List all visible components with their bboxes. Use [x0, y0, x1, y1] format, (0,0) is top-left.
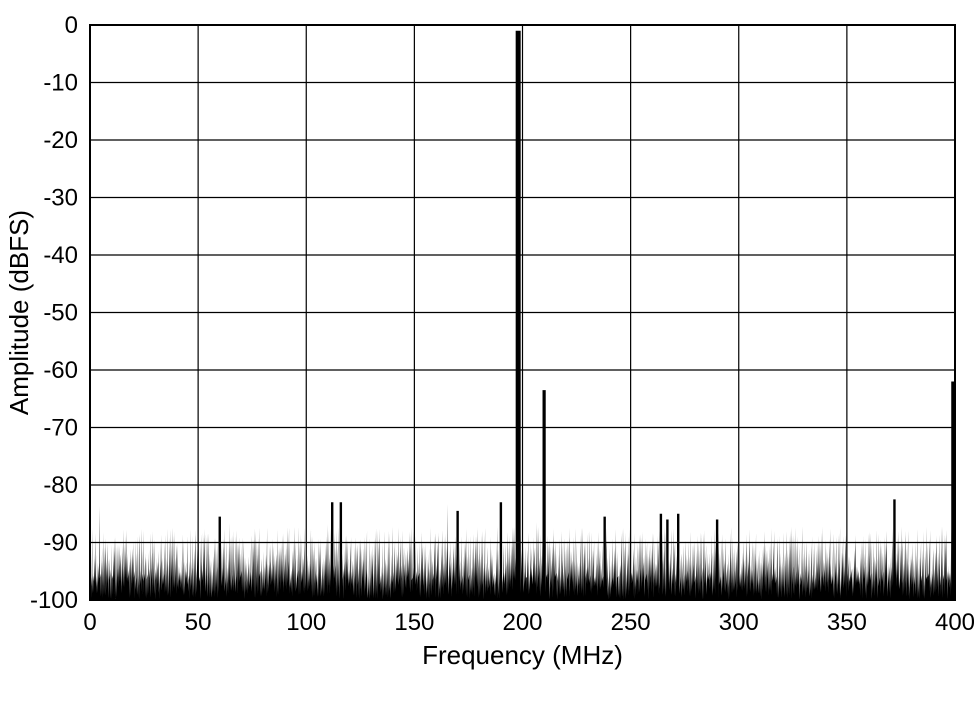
spectral-spur	[219, 517, 221, 600]
fft-spectrum-chart: 050100150200250300350400-100-90-80-70-60…	[0, 0, 974, 701]
y-tick-label: 0	[65, 12, 78, 39]
x-axis-label: Frequency (MHz)	[422, 640, 623, 670]
y-tick-label: -100	[30, 587, 78, 614]
x-tick-label: 200	[502, 609, 542, 636]
y-tick-label: -70	[43, 415, 78, 442]
spectral-spur	[716, 520, 718, 601]
x-tick-label: 50	[185, 609, 212, 636]
spectral-spur	[666, 520, 668, 601]
y-tick-label: -10	[43, 70, 78, 97]
x-tick-label: 100	[286, 609, 326, 636]
spectral-spur	[456, 511, 458, 600]
x-tick-label: 250	[611, 609, 651, 636]
y-tick-label: -60	[43, 357, 78, 384]
y-tick-label: -50	[43, 300, 78, 327]
spectral-spur	[677, 514, 679, 600]
spectral-spur	[603, 517, 605, 600]
spectral-spur	[516, 31, 521, 600]
spectral-spur	[951, 382, 954, 601]
spectral-spur	[543, 390, 546, 600]
y-tick-label: -90	[43, 530, 78, 557]
x-tick-label: 300	[719, 609, 759, 636]
x-tick-label: 0	[83, 609, 96, 636]
spectral-spur	[331, 502, 333, 600]
y-tick-label: -80	[43, 472, 78, 499]
x-tick-label: 400	[935, 609, 974, 636]
y-tick-label: -40	[43, 242, 78, 269]
y-tick-label: -30	[43, 185, 78, 212]
spectral-spur	[893, 499, 895, 600]
spectral-spur	[500, 502, 502, 600]
x-tick-label: 350	[827, 609, 867, 636]
x-tick-label: 150	[394, 609, 434, 636]
y-tick-label: -20	[43, 127, 78, 154]
y-axis-label: Amplitude (dBFS)	[4, 210, 34, 415]
chart-svg: 050100150200250300350400-100-90-80-70-60…	[0, 0, 974, 701]
spectral-spur	[340, 502, 342, 600]
spectral-spur	[660, 514, 662, 600]
